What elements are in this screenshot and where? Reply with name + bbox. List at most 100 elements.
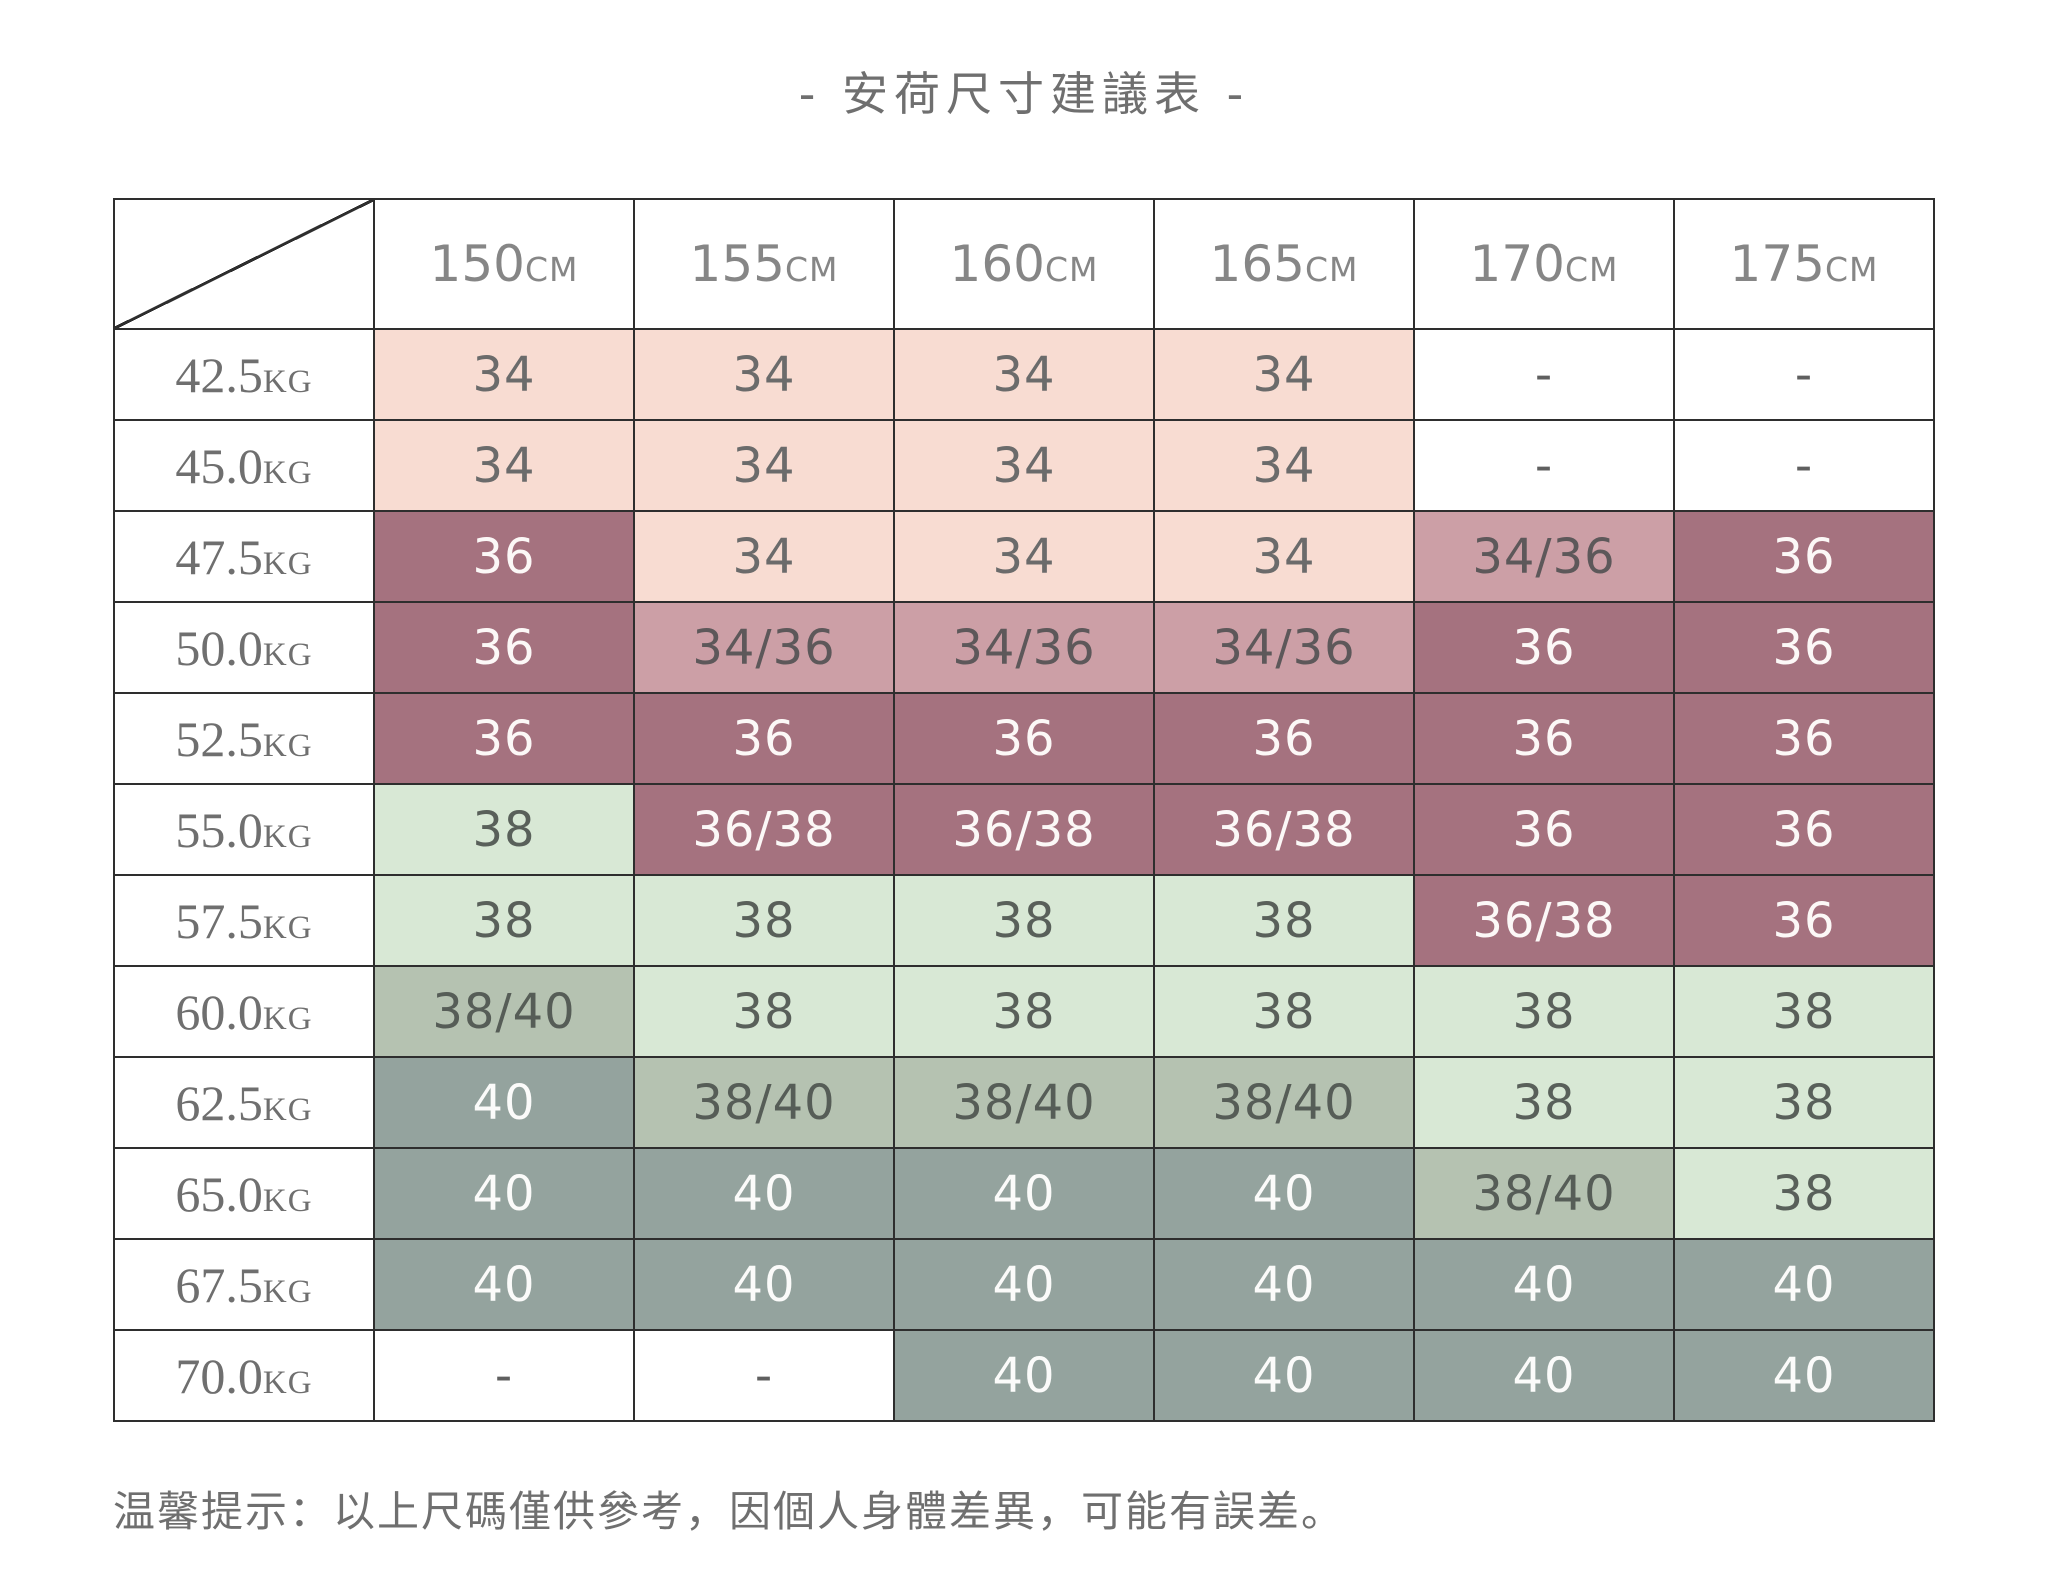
value-unit: CM [1824, 250, 1879, 289]
size-cell: 40 [1413, 1238, 1675, 1331]
size-cell: 36 [633, 692, 895, 785]
value-number: 42.5 [175, 346, 263, 403]
value-unit: CM [784, 250, 839, 289]
size-cell: 38 [1673, 965, 1935, 1058]
value-number: 170 [1469, 235, 1565, 293]
value-unit: KG [262, 545, 313, 582]
value-number: 47.5 [175, 528, 263, 585]
size-cell: 34 [893, 328, 1155, 421]
value-unit: KG [262, 909, 313, 946]
size-cell: 36/38 [1153, 783, 1415, 876]
size-cell: 40 [1153, 1238, 1415, 1331]
table-row: 57.5KG 38 38 38 38 36/38 36 [113, 874, 1935, 967]
size-cell: 40 [1153, 1329, 1415, 1422]
size-cell: - [1413, 419, 1675, 512]
height-header: 155CM [633, 198, 895, 330]
value-unit: KG [262, 363, 313, 400]
size-cell: 34/36 [1413, 510, 1675, 603]
size-cell: - [1413, 328, 1675, 421]
size-cell: 34 [633, 510, 895, 603]
size-cell: 36 [373, 692, 635, 785]
size-cell: 40 [893, 1238, 1155, 1331]
value-unit: KG [262, 818, 313, 855]
size-cell: 38 [373, 874, 635, 967]
table-row: 52.5KG 36 36 36 36 36 36 [113, 692, 1935, 785]
value-unit: KG [262, 727, 313, 764]
value-number: 45.0 [175, 437, 263, 494]
size-cell: 34/36 [1153, 601, 1415, 694]
size-cell: - [633, 1329, 895, 1422]
value-unit: CM [1044, 250, 1099, 289]
value-number: 150 [429, 235, 525, 293]
size-cell: 38 [633, 874, 895, 967]
table-row: 45.0KG 34 34 34 34- - [113, 419, 1935, 512]
height-header: 165CM [1153, 198, 1415, 330]
value-number: 60.0 [175, 983, 263, 1040]
weight-header: 42.5KG [113, 328, 375, 421]
height-header: 170CM [1413, 198, 1675, 330]
value-number: 160 [949, 235, 1045, 293]
size-cell: 34 [373, 419, 635, 512]
size-cell: 36 [373, 510, 635, 603]
corner-diagonal-cell [113, 198, 375, 330]
value-unit: KG [262, 1091, 313, 1128]
table-row: 50.0KG 36 34/36 34/36 34/36 36 36 [113, 601, 1935, 694]
value-number: 155 [689, 235, 785, 293]
value-unit: KG [262, 1273, 313, 1310]
value-unit: CM [524, 250, 579, 289]
value-number: 50.0 [175, 619, 263, 676]
size-cell: 36/38 [633, 783, 895, 876]
size-cell: 34/36 [893, 601, 1155, 694]
size-cell: 36 [1673, 874, 1935, 967]
size-cell: 40 [1413, 1329, 1675, 1422]
size-cell: 40 [1153, 1147, 1415, 1240]
table-row: 70.0KG - -40 40 40 40 [113, 1329, 1935, 1422]
size-cell: 40 [1673, 1329, 1935, 1422]
size-cell: - [1673, 328, 1935, 421]
value-number: 67.5 [175, 1256, 263, 1313]
value-unit: CM [1304, 250, 1359, 289]
size-cell: 38 [1673, 1056, 1935, 1149]
size-recommendation-table: 150CM 155CM 160CM 165CM 170CM 175CM 42.5KG 34 3… [113, 198, 1935, 1422]
size-cell: 40 [633, 1238, 895, 1331]
weight-header: 55.0KG [113, 783, 375, 876]
footnote: 温馨提示：以上尺碼僅供參考，因個人身體差異，可能有誤差。 [113, 1487, 1346, 1536]
table-row: 62.5KG 40 38/40 38/40 38/40 38 38 [113, 1056, 1935, 1149]
size-cell: 38 [1413, 965, 1675, 1058]
size-cell: 36 [1673, 510, 1935, 603]
size-cell: 36 [893, 692, 1155, 785]
size-cell: 34 [1153, 510, 1415, 603]
size-cell: 40 [373, 1238, 635, 1331]
size-cell: 40 [893, 1329, 1155, 1422]
size-cell: 38 [633, 965, 895, 1058]
size-cell: 40 [893, 1147, 1155, 1240]
size-cell: 38/40 [1413, 1147, 1675, 1240]
table-row: 60.0KG 38/40 38 38 38 38 38 [113, 965, 1935, 1058]
table-row: 67.5KG 40 40 40 40 40 40 [113, 1238, 1935, 1331]
height-header: 150CM [373, 198, 635, 330]
height-header: 160CM [893, 198, 1155, 330]
table-row: 65.0KG 40 40 40 40 38/40 38 [113, 1147, 1935, 1240]
size-cell: 34/36 [633, 601, 895, 694]
size-cell: 38 [893, 874, 1155, 967]
size-cell: 36 [1673, 692, 1935, 785]
size-cell: 38 [1413, 1056, 1675, 1149]
size-cell: 34 [373, 328, 635, 421]
weight-header: 70.0KG [113, 1329, 375, 1422]
weight-header: 57.5KG [113, 874, 375, 967]
size-cell: 38 [1673, 1147, 1935, 1240]
weight-header: 47.5KG [113, 510, 375, 603]
weight-header: 67.5KG [113, 1238, 375, 1331]
size-cell: 38/40 [893, 1056, 1155, 1149]
value-number: 70.0 [175, 1347, 263, 1404]
size-cell: - [1673, 419, 1935, 512]
size-cell: 38 [1153, 874, 1415, 967]
value-number: 62.5 [175, 1074, 263, 1131]
value-number: 65.0 [175, 1165, 263, 1222]
height-header: 175CM [1673, 198, 1935, 330]
size-cell: 38/40 [373, 965, 635, 1058]
value-unit: KG [262, 454, 313, 491]
size-cell: 34 [1153, 419, 1415, 512]
size-cell: 36 [1153, 692, 1415, 785]
size-cell: 36 [1413, 692, 1675, 785]
